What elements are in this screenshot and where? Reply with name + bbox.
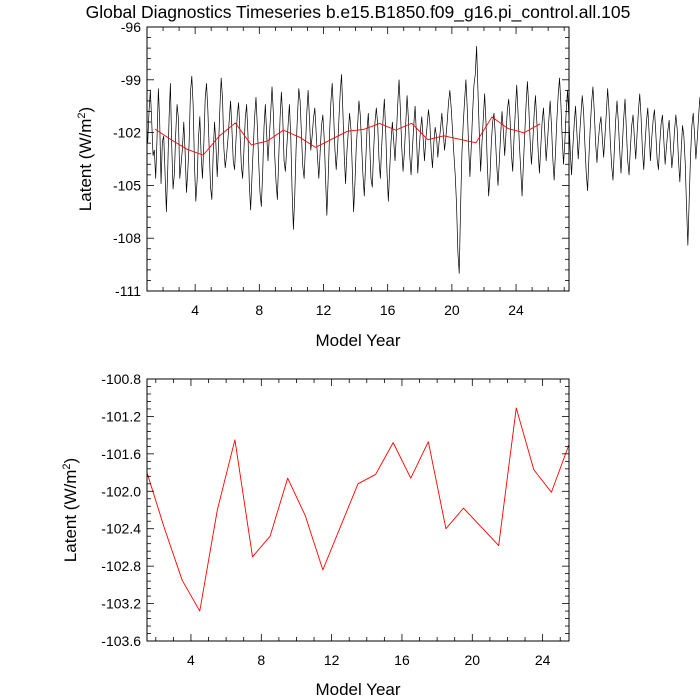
top-x-tick-label: 4 (191, 302, 199, 318)
top-y-axis-label-close: ) (76, 107, 95, 113)
top-x-tick-label: 20 (444, 302, 460, 318)
top-x-axis-label: Model Year (315, 331, 400, 350)
bottom-x-tick-label: 20 (465, 652, 481, 668)
bottom-x-tick-label: 12 (324, 652, 340, 668)
top-y-axis-label-sup: 2 (76, 112, 88, 118)
bottom-y-axis-label-sup: 2 (61, 463, 73, 469)
bottom-panel: 4 8 12 16 20 24 -103.6 -103.2 -102.8 -102.4 -102.0… (61, 371, 570, 699)
bottom-y-tick-label: -102.8 (101, 558, 141, 574)
bottom-y-tick-label: -102.0 (101, 483, 141, 499)
bottom-y-tick-label: -103.6 (101, 633, 141, 649)
bottom-x-tick-label: 24 (535, 652, 551, 668)
top-x-tick-label: 8 (255, 302, 263, 318)
top-chart-title: Global Diagnostics Timeseries b.e15.B185… (86, 2, 631, 23)
top-series-line-annual-mean (154, 116, 541, 156)
top-y-tick-label: -111 (115, 283, 141, 299)
top-plot-frame (146, 26, 570, 292)
bottom-y-tick-label: -102.4 (101, 521, 141, 537)
bottom-series-line-annual-mean (146, 407, 570, 612)
bottom-plot-frame (146, 378, 570, 642)
bottom-x-tick-label: 4 (187, 652, 195, 668)
bottom-y-tick-label: -101.6 (101, 446, 141, 462)
bottom-y-tick-label: -101.2 (101, 408, 141, 424)
bottom-y-axis-label-close: ) (61, 458, 80, 464)
top-x-tick-label: 16 (380, 302, 396, 318)
bottom-x-tick-label: 16 (394, 652, 410, 668)
bottom-y-tick-label: -103.2 (101, 596, 141, 612)
bottom-x-axis-label: Model Year (315, 680, 400, 699)
bottom-x-tick-label: 8 (257, 652, 265, 668)
top-panel: Global Diagnostics Timeseries b.e15.B185… (76, 2, 700, 350)
top-y-axis-label-main: Latent (W/m (76, 119, 95, 212)
bottom-y-axis-label: Latent (W/m2) (61, 458, 80, 562)
top-series-line-monthly (147, 46, 700, 274)
top-y-tick-label: -108 (113, 230, 141, 246)
top-x-tick-label: 24 (508, 302, 524, 318)
top-plot-area: 4 8 12 16 20 24 -111 -108 -105 -102 -99 -96 (113, 19, 700, 318)
bottom-y-axis-label-main: Latent (W/m (61, 470, 80, 563)
bottom-plot-area: 4 8 12 16 20 24 -103.6 -103.2 -102.8 -102.4 -102.0… (101, 371, 570, 668)
top-y-tick-label: -102 (113, 125, 141, 141)
top-x-tick-label: 12 (316, 302, 332, 318)
bottom-y-tick-label: -100.8 (101, 371, 141, 387)
top-y-tick-label: -99 (121, 72, 141, 88)
top-y-axis-label: Latent (W/m2) (76, 107, 95, 211)
top-y-tick-label: -96 (121, 19, 141, 35)
top-y-tick-label: -105 (113, 177, 141, 193)
